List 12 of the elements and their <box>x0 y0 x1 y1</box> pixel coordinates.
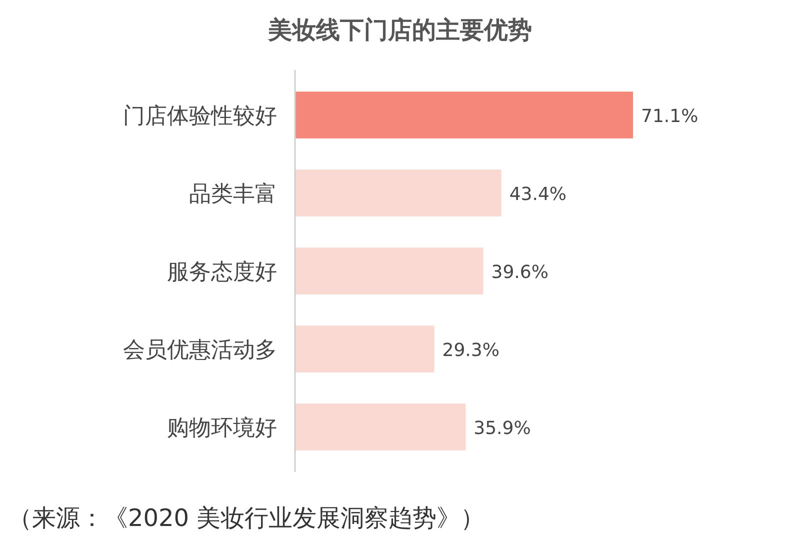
category-label: 购物环境好 <box>167 416 277 441</box>
category-label: 品类丰富 <box>189 182 277 207</box>
title: 美妆线下门店的主要优势 <box>268 16 532 44</box>
category-label: 会员优惠活动多 <box>123 338 277 363</box>
annotation: （来源：《2020 美妆行业发展洞察趋势》） <box>8 504 485 532</box>
category-label: 门店体验性较好 <box>123 104 277 129</box>
data-label: 35.9% <box>474 418 531 439</box>
data-label: 43.4% <box>509 184 566 205</box>
data-label: 71.1% <box>641 106 698 127</box>
data-label: 39.6% <box>491 262 548 283</box>
category-label: 服务态度好 <box>167 260 277 285</box>
data-label: 29.3% <box>442 340 500 361</box>
